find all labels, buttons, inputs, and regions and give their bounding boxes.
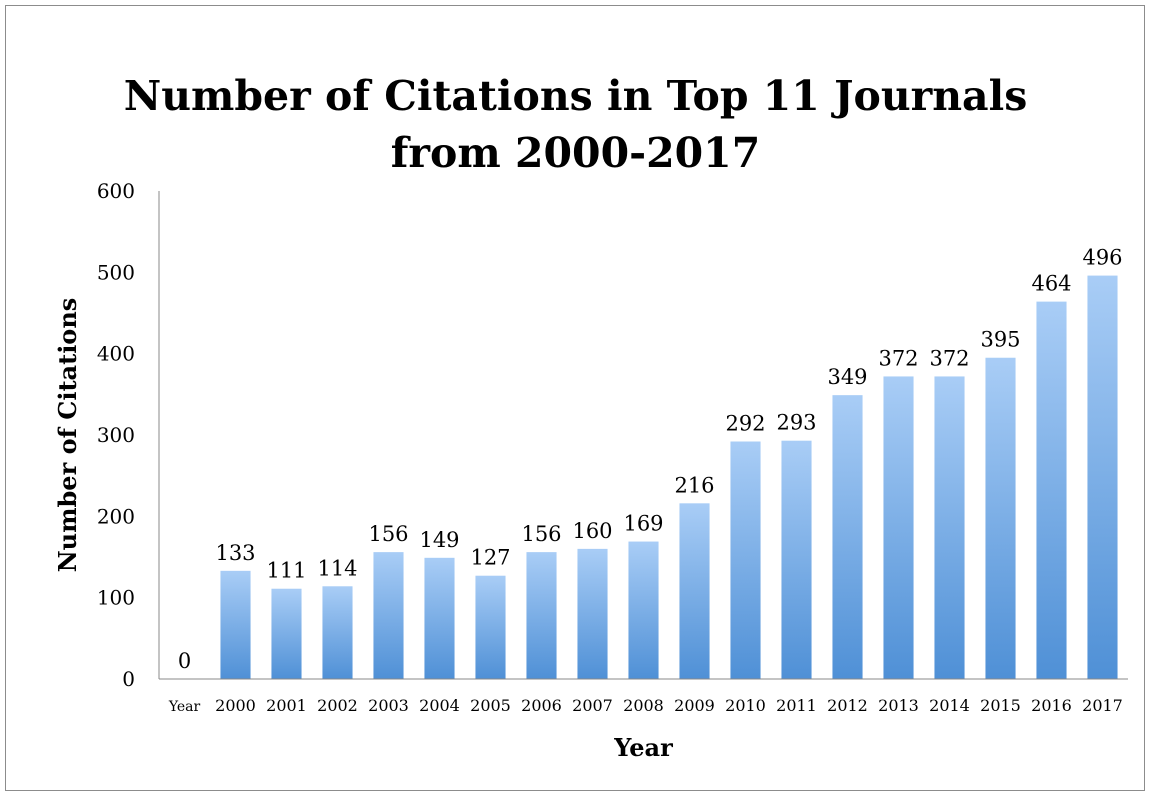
y-axis-ticks: 0 100 200 300 400 500 600 — [97, 179, 135, 691]
bar — [577, 548, 608, 679]
data-label: 395 — [980, 328, 1020, 352]
bar — [628, 541, 659, 679]
data-label: 349 — [827, 365, 867, 389]
data-label: 372 — [878, 346, 918, 370]
bar — [934, 376, 965, 679]
y-tick-label: 200 — [97, 504, 135, 528]
data-label: 169 — [623, 512, 663, 536]
y-tick-label: 0 — [122, 667, 135, 691]
data-label: 160 — [572, 519, 612, 543]
data-label: 464 — [1031, 272, 1071, 296]
x-tick-label: 2007 — [572, 696, 613, 715]
data-label: 292 — [725, 412, 765, 436]
x-tick-label: 2017 — [1082, 696, 1123, 715]
data-label: 0 — [178, 649, 191, 673]
data-label: 293 — [776, 411, 816, 435]
bar — [883, 376, 914, 679]
x-tick-label: 2013 — [878, 696, 919, 715]
y-tick-label: 600 — [97, 179, 135, 203]
bar — [271, 588, 302, 679]
x-tick-label: 2004 — [419, 696, 460, 715]
x-tick-label: 2000 — [215, 696, 256, 715]
x-tick-label: 2006 — [521, 696, 562, 715]
x-tick-label: 2015 — [980, 696, 1021, 715]
data-label: 127 — [470, 546, 510, 570]
x-tick-label: 2014 — [929, 696, 970, 715]
x-tick-label: 2002 — [317, 696, 358, 715]
bar — [985, 357, 1016, 679]
x-tick-label: 2012 — [827, 696, 868, 715]
x-tick-label: 2003 — [368, 696, 409, 715]
data-label: 133 — [215, 541, 255, 565]
x-tick-label: 2010 — [725, 696, 766, 715]
x-tick-label: 2016 — [1031, 696, 1072, 715]
data-label: 372 — [929, 346, 969, 370]
y-tick-label: 500 — [97, 260, 135, 284]
x-axis-ticks: Year 2000 2001 2002 2003 2004 2005 2006 2007 2008… — [168, 696, 1123, 715]
bar — [220, 570, 251, 679]
data-labels: 0 133 111 114 156 149 127 156 160 169 216 292 293 349… — [178, 246, 1123, 673]
bar — [832, 395, 863, 679]
y-tick-label: 400 — [97, 342, 135, 366]
bar-series — [220, 275, 1118, 679]
bar — [781, 440, 812, 679]
data-label: 156 — [521, 522, 561, 546]
bar — [730, 441, 761, 679]
x-axis-title: Year — [613, 733, 673, 762]
bar — [1036, 301, 1067, 679]
y-tick-label: 300 — [97, 423, 135, 447]
x-tick-label: Year — [168, 699, 201, 715]
bar — [1087, 275, 1118, 679]
y-axis-title: Number of Citations — [53, 298, 82, 573]
data-label: 156 — [368, 522, 408, 546]
x-tick-label: 2008 — [623, 696, 664, 715]
data-label: 149 — [419, 528, 459, 552]
y-tick-label: 100 — [97, 586, 135, 610]
data-label: 496 — [1082, 246, 1122, 270]
data-label: 111 — [266, 559, 306, 583]
bar — [424, 557, 455, 679]
chart-title: Number of Citations in Top 11 Journals f… — [123, 72, 1028, 177]
x-tick-label: 2009 — [674, 696, 715, 715]
data-label: 216 — [674, 473, 714, 497]
x-tick-label: 2005 — [470, 696, 511, 715]
bar — [322, 586, 353, 679]
data-label: 114 — [317, 556, 357, 580]
bar — [526, 552, 557, 679]
x-tick-label: 2001 — [266, 696, 307, 715]
bar — [373, 552, 404, 679]
bar — [679, 503, 710, 679]
x-tick-label: 2011 — [776, 696, 817, 715]
bar — [475, 575, 506, 679]
